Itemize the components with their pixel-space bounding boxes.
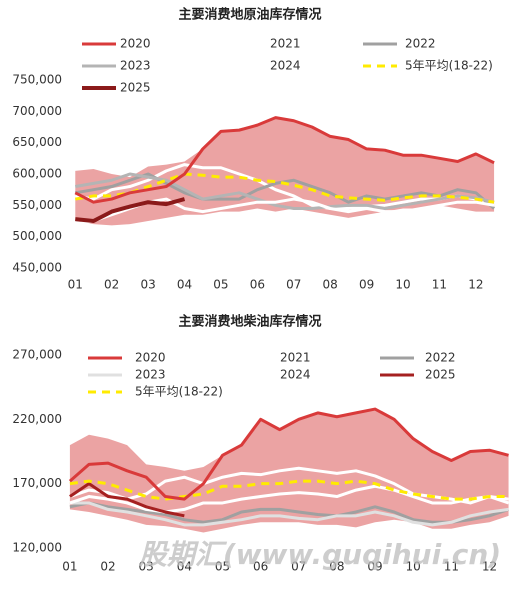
- x-tick-label: 09: [359, 278, 374, 292]
- series-line: [75, 172, 495, 204]
- chart-title: 主要消费地原油库存情况: [178, 7, 321, 23]
- x-tick-label: 02: [104, 278, 119, 292]
- y-tick-label: 700,000: [12, 104, 62, 118]
- y-tick-label: 500,000: [12, 229, 62, 243]
- x-tick-label: 12: [482, 560, 497, 574]
- x-tick-label: 02: [100, 560, 115, 574]
- legend-label: 2020: [120, 37, 151, 51]
- legend-label: 2021: [280, 351, 311, 365]
- x-tick-label: 01: [68, 278, 83, 292]
- legend-label: 2025: [120, 81, 151, 95]
- x-tick-label: 07: [286, 278, 301, 292]
- y-tick-label: 170,000: [12, 476, 62, 490]
- legend-label: 2024: [280, 368, 311, 382]
- y-tick-label: 120,000: [12, 541, 62, 555]
- y-tick-label: 270,000: [12, 348, 62, 362]
- x-tick-label: 03: [139, 560, 154, 574]
- y-tick-label: 550,000: [12, 198, 62, 212]
- series-line: [68, 407, 509, 501]
- series-line: [75, 163, 495, 210]
- legend-label: 2021: [270, 37, 301, 51]
- legend-label: 2025: [425, 368, 456, 382]
- legend-label: 2022: [405, 37, 436, 51]
- series-line: [69, 482, 185, 518]
- y-tick-label: 650,000: [12, 135, 62, 149]
- x-tick-label: 08: [329, 560, 344, 574]
- x-tick-label: 10: [395, 278, 410, 292]
- y-tick-label: 220,000: [12, 412, 62, 426]
- x-tick-label: 08: [323, 278, 338, 292]
- y-tick-label: 450,000: [12, 261, 62, 275]
- x-tick-label: 09: [367, 560, 382, 574]
- legend-label: 2022: [425, 351, 456, 365]
- x-tick-label: 06: [253, 560, 268, 574]
- legend-label: 2023: [120, 59, 151, 73]
- legend-label: 2020: [135, 351, 166, 365]
- series-line: [75, 197, 186, 223]
- series-line: [69, 501, 510, 524]
- series-line: [69, 479, 509, 501]
- x-tick-label: 11: [444, 560, 459, 574]
- series-line: [75, 172, 495, 210]
- x-tick-label: 04: [177, 278, 192, 292]
- x-tick-label: 12: [468, 278, 483, 292]
- series-line: [69, 484, 510, 514]
- legend-label: 2023: [135, 368, 166, 382]
- y-tick-label: 600,000: [12, 167, 62, 181]
- chart-title: 主要消费地柴油库存情况: [178, 314, 321, 330]
- legend-label: 5年平均(18-22): [135, 385, 223, 399]
- y-tick-label: 750,000: [12, 73, 62, 87]
- series-line: [74, 116, 495, 204]
- x-tick-label: 03: [140, 278, 155, 292]
- x-tick-label: 06: [250, 278, 265, 292]
- legend-label: 5年平均(18-22): [405, 59, 493, 73]
- x-tick-label: 01: [62, 560, 77, 574]
- series-line: [69, 501, 509, 527]
- legend-label: 2024: [270, 59, 301, 73]
- x-tick-label: 10: [406, 560, 421, 574]
- range-band: [75, 117, 495, 226]
- x-tick-label: 07: [291, 560, 306, 574]
- x-tick-label: 11: [432, 278, 447, 292]
- series-line: [75, 172, 496, 210]
- x-tick-label: 05: [215, 560, 230, 574]
- x-tick-label: 04: [177, 560, 192, 574]
- x-tick-label: 05: [213, 278, 228, 292]
- watermark: 股期汇(www.guqihui.cn): [138, 538, 501, 571]
